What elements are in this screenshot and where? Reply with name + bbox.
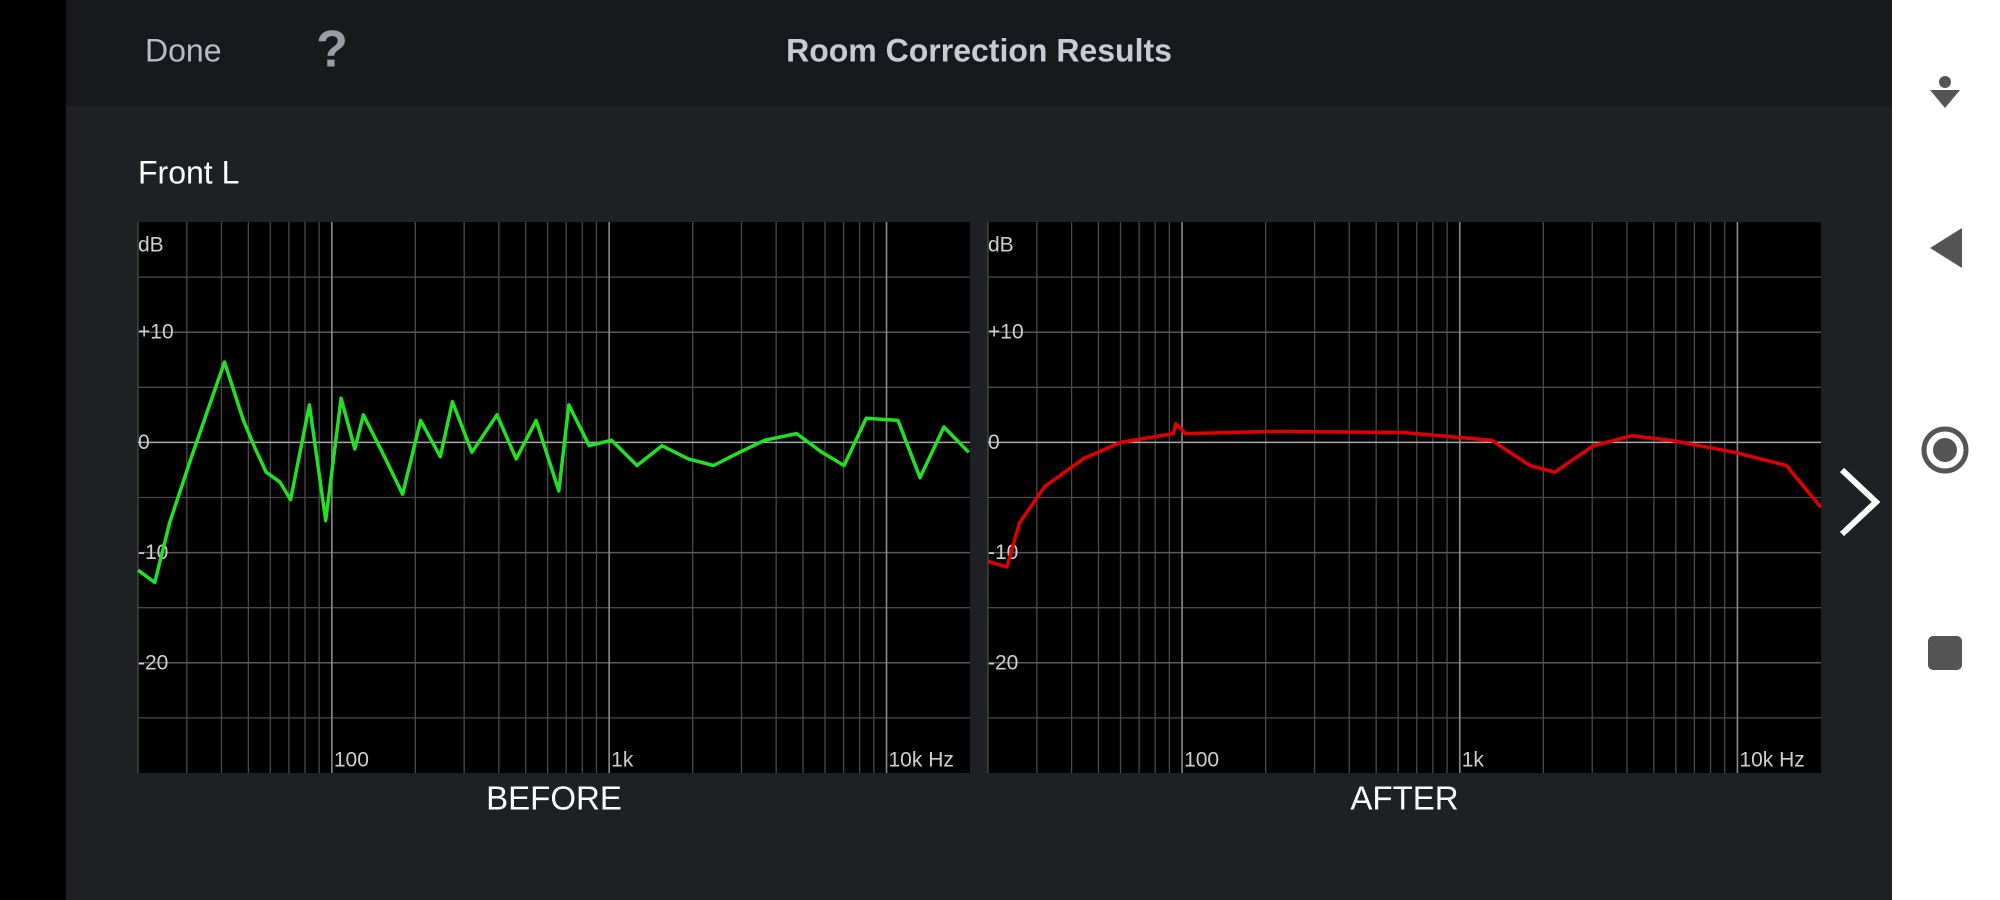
y-tick-label: 0 [988, 431, 1000, 454]
y-axis-label: dB [988, 234, 1014, 257]
nav-home-icon[interactable] [1921, 426, 1969, 474]
chart-title: BEFORE [486, 780, 622, 817]
x-tick-label: 10k Hz [889, 749, 954, 772]
help-button[interactable]: ? [316, 21, 348, 79]
nav-down-icon[interactable] [1930, 76, 1960, 108]
response-line [136, 360, 971, 585]
y-axis-label: dB [138, 234, 164, 257]
x-tick-label: 1k [611, 749, 634, 772]
y-tick-label: -20 [138, 651, 168, 674]
y-tick-label: +10 [138, 321, 174, 344]
page-title: Room Correction Results [786, 32, 1172, 68]
chart-title: AFTER [1350, 780, 1458, 817]
x-tick-label: 1k [1462, 749, 1485, 772]
response-line [987, 421, 1823, 569]
done-button[interactable]: Done [145, 32, 222, 68]
next-arrow[interactable] [1839, 467, 1881, 537]
channel-label: Front L [138, 154, 239, 190]
x-tick-label: 100 [334, 749, 369, 772]
header-bar [66, 0, 1892, 106]
x-tick-label: 10k Hz [1739, 749, 1804, 772]
nav-back-icon[interactable] [1930, 228, 1962, 268]
y-tick-label: +10 [988, 321, 1024, 344]
y-tick-label: -20 [988, 651, 1018, 674]
left-bar [0, 0, 66, 900]
nav-recent-icon[interactable] [1928, 636, 1962, 670]
y-tick-label: 0 [138, 431, 150, 454]
x-tick-label: 100 [1184, 749, 1219, 772]
